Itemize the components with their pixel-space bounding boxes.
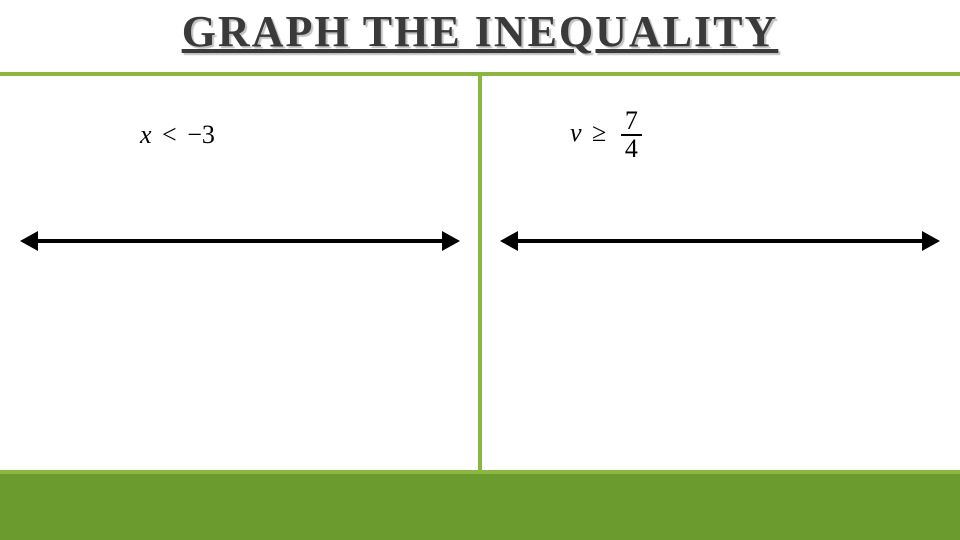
right-var: v [570, 118, 582, 147]
footer-band [0, 474, 960, 540]
left-rhs: −3 [187, 120, 215, 149]
numberline-bar [32, 239, 448, 243]
left-op: < [158, 120, 181, 149]
center-divider [478, 72, 482, 470]
arrow-right-icon [922, 231, 940, 251]
right-numberline [500, 230, 940, 250]
left-inequality: x < −3 [140, 120, 215, 150]
numberline-bar [512, 239, 928, 243]
right-fraction: 7 4 [621, 108, 642, 162]
right-inequality: v ≥ 7 4 [570, 108, 642, 162]
left-var: x [140, 120, 152, 149]
frac-denominator: 4 [621, 134, 642, 162]
arrow-right-icon [442, 231, 460, 251]
left-numberline [20, 230, 460, 250]
frac-numerator: 7 [621, 108, 642, 134]
page-title: GRAPH THE INEQUALITY [0, 6, 960, 57]
right-op: ≥ [588, 118, 610, 147]
